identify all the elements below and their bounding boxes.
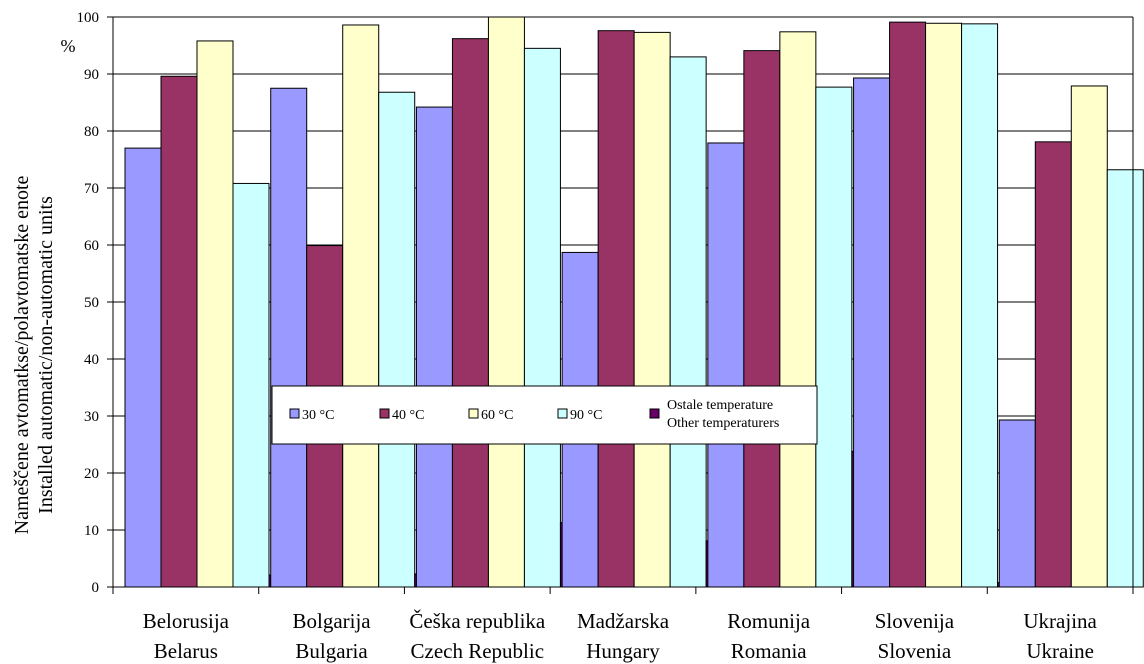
x-category-label: Slovenia xyxy=(878,639,952,663)
bar xyxy=(232,182,270,588)
bar xyxy=(998,419,1036,588)
bar xyxy=(669,56,707,588)
bar xyxy=(342,24,380,588)
y-tick-label: 40 xyxy=(84,352,99,368)
x-category-label: Romunija xyxy=(727,609,811,633)
x-category-label: Bulgaria xyxy=(295,639,368,663)
legend-label: 90 °C xyxy=(570,408,602,423)
bar xyxy=(378,91,416,588)
y-tick-labels: 0 10 20 30 40 50 60 70 80 90 100 xyxy=(77,10,100,596)
x-category-label: Češka republika xyxy=(409,609,546,633)
y-axis-label-line2: Installed automatic/non-automatic units xyxy=(35,196,57,514)
bar xyxy=(487,16,525,588)
bar xyxy=(853,77,891,588)
x-category-label: Bolgarija xyxy=(292,609,371,633)
legend-label: 40 °C xyxy=(392,408,424,423)
x-category-label: Czech Republic xyxy=(411,639,545,663)
bar xyxy=(1034,141,1072,588)
bar xyxy=(1106,169,1144,588)
bar xyxy=(961,23,999,588)
bar xyxy=(451,38,489,588)
x-category-label: Belorusija xyxy=(143,609,230,633)
y-tick-label: 80 xyxy=(84,124,99,140)
y-tick-label: 70 xyxy=(84,181,99,197)
legend-swatch xyxy=(289,408,300,419)
bar xyxy=(743,50,781,588)
legend-label: 60 °C xyxy=(481,408,513,423)
bar xyxy=(889,21,927,588)
bar xyxy=(196,40,234,588)
legend-label: Ostale temperature xyxy=(667,398,773,413)
y-tick-label: 90 xyxy=(84,67,99,83)
legend-box xyxy=(271,385,818,445)
bar xyxy=(925,22,963,588)
axes xyxy=(112,17,1134,594)
bar xyxy=(415,106,453,588)
bar xyxy=(597,30,635,588)
y-tick-label: 30 xyxy=(84,409,99,425)
legend-label: Other temperaturers xyxy=(667,416,779,431)
legend-swatch xyxy=(379,408,390,419)
bar xyxy=(633,31,671,588)
x-category-label: Belarus xyxy=(154,639,218,663)
bar xyxy=(523,47,561,588)
bar xyxy=(1070,85,1108,588)
x-category-label: Romania xyxy=(731,639,807,663)
y-tick-label: 50 xyxy=(84,295,99,311)
bar xyxy=(815,86,853,588)
legend: 30 °C 40 °C 60 °C 90 °C Ostale temperature Ot… xyxy=(271,385,818,445)
legend-swatch xyxy=(557,408,568,419)
bars xyxy=(124,16,1144,588)
y-tick-label: 100 xyxy=(77,10,100,26)
bar xyxy=(707,142,745,588)
x-category-label: Ukraine xyxy=(1026,639,1094,663)
y-axis-unit-label: % xyxy=(61,36,76,56)
x-category-label: Slovenija xyxy=(875,609,955,633)
bar xyxy=(779,31,817,588)
y-tick-label: 60 xyxy=(84,238,99,254)
x-category-label: Hungary xyxy=(586,639,660,663)
legend-swatch xyxy=(649,408,660,419)
bar xyxy=(160,75,198,588)
y-tick-label: 0 xyxy=(92,580,100,596)
bar xyxy=(270,87,308,588)
bar xyxy=(124,147,162,588)
x-category-label: Ukrajina xyxy=(1023,609,1097,633)
y-axis-label-line1: Nameščene avtomatkse/polavtomatske enote xyxy=(11,176,33,535)
legend-label: 30 °C xyxy=(302,408,334,423)
legend-swatch xyxy=(468,408,479,419)
y-tick-label: 10 xyxy=(84,523,99,539)
y-tick-label: 20 xyxy=(84,466,99,482)
x-category-label: Madžarska xyxy=(577,609,670,633)
x-category-labels: Belorusija Belarus Bolgarija Bulgaria Češka … xyxy=(143,609,1098,663)
